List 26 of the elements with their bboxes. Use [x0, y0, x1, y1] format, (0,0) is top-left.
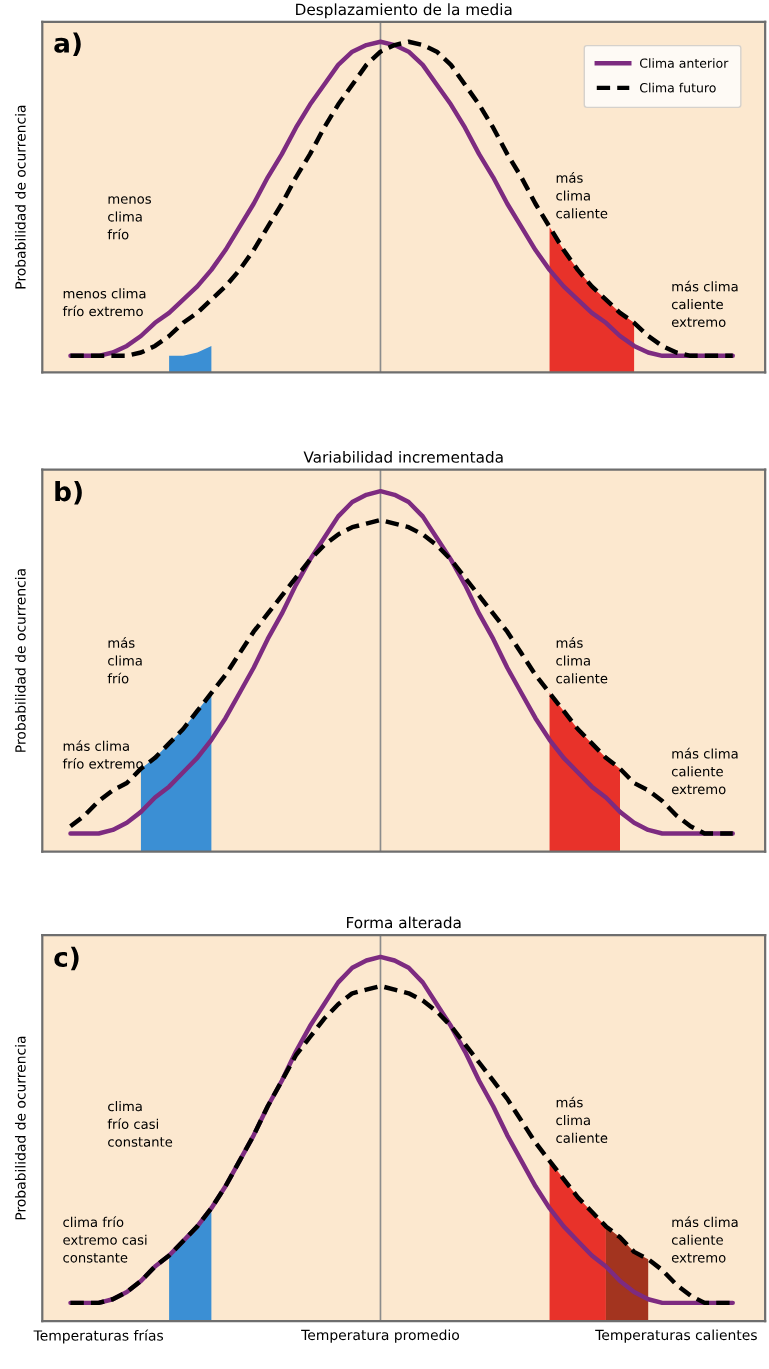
y-axis-title: Probabilidad de ocurrencia	[14, 105, 26, 289]
annotation: más clima caliente	[556, 1096, 608, 1143]
chart-title: Desplazamiento de la media	[296, 3, 512, 19]
annotation: más clima caliente	[556, 637, 608, 684]
annotation: clima frío extremo casi constante	[63, 1216, 147, 1263]
annotation: más clima caliente extremo	[671, 1216, 738, 1263]
legend-label: Clima futuro	[639, 82, 716, 93]
annotation: b)	[55, 481, 82, 505]
chart-title: Variabilidad incrementada	[303, 451, 503, 463]
annotation: más clima frío	[107, 637, 142, 684]
annotation: menos clima frío extremo	[62, 288, 146, 317]
annotation: más clima caliente extremo	[671, 280, 738, 328]
annotation: más clima frío extremo	[62, 740, 143, 769]
x-tick-label: Temperaturas frías	[33, 1329, 164, 1344]
y-axis-title: Probabilidad de ocurrencia	[14, 1036, 26, 1220]
annotation: más clima caliente extremo	[671, 747, 738, 795]
annotation: c)	[54, 946, 79, 971]
chart-title: Forma alterada	[347, 916, 461, 929]
annotation: más clima caliente	[556, 172, 608, 219]
x-tick-label: Temperaturas calientes	[595, 1329, 757, 1343]
y-axis-title: Probabilidad de ocurrencia	[14, 569, 26, 752]
legend-label: Clima anterior	[639, 58, 729, 68]
annotation: clima frío casi constante	[107, 1101, 173, 1147]
annotation: menos clima frío	[107, 196, 151, 240]
x-tick-label: Temperatura promedio	[301, 1329, 460, 1343]
annotation: a)	[54, 32, 81, 56]
